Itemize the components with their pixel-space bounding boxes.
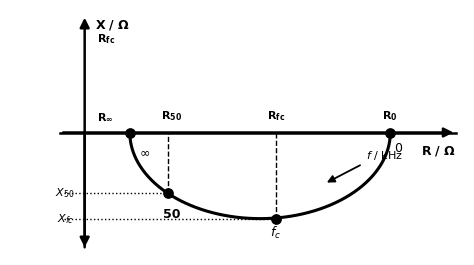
Text: $X_{fc}$: $X_{fc}$ (57, 212, 74, 226)
Point (126, 130, 134, 135)
Text: $\mathbf{R}$ / $\mathbf{\Omega}$: $\mathbf{R}$ / $\mathbf{\Omega}$ (421, 144, 456, 158)
Point (272, 217, 280, 221)
Text: $\mathbf{R_{\infty}}$: $\mathbf{R_{\infty}}$ (97, 112, 114, 123)
Point (164, 191, 172, 196)
Text: $\mathbf{R_{fc}}$: $\mathbf{R_{fc}}$ (97, 33, 115, 46)
Text: $\mathbf{R_{0}}$: $\mathbf{R_{0}}$ (383, 110, 398, 123)
Point (386, 130, 394, 135)
Text: $\mathbf{X}$ / $\mathbf{\Omega}$: $\mathbf{X}$ / $\mathbf{\Omega}$ (95, 18, 130, 32)
Text: $\mathbf{R_{fc}}$: $\mathbf{R_{fc}}$ (266, 110, 285, 123)
Text: 0: 0 (394, 142, 402, 154)
Text: $\mathbf{R_{50}}$: $\mathbf{R_{50}}$ (161, 110, 182, 123)
Text: $f_c$: $f_c$ (270, 225, 281, 241)
Text: $f$ / kHz: $f$ / kHz (366, 149, 403, 162)
Text: $X_{50}$: $X_{50}$ (55, 187, 74, 200)
Text: 50: 50 (163, 208, 180, 221)
Text: $\infty$: $\infty$ (138, 146, 150, 159)
